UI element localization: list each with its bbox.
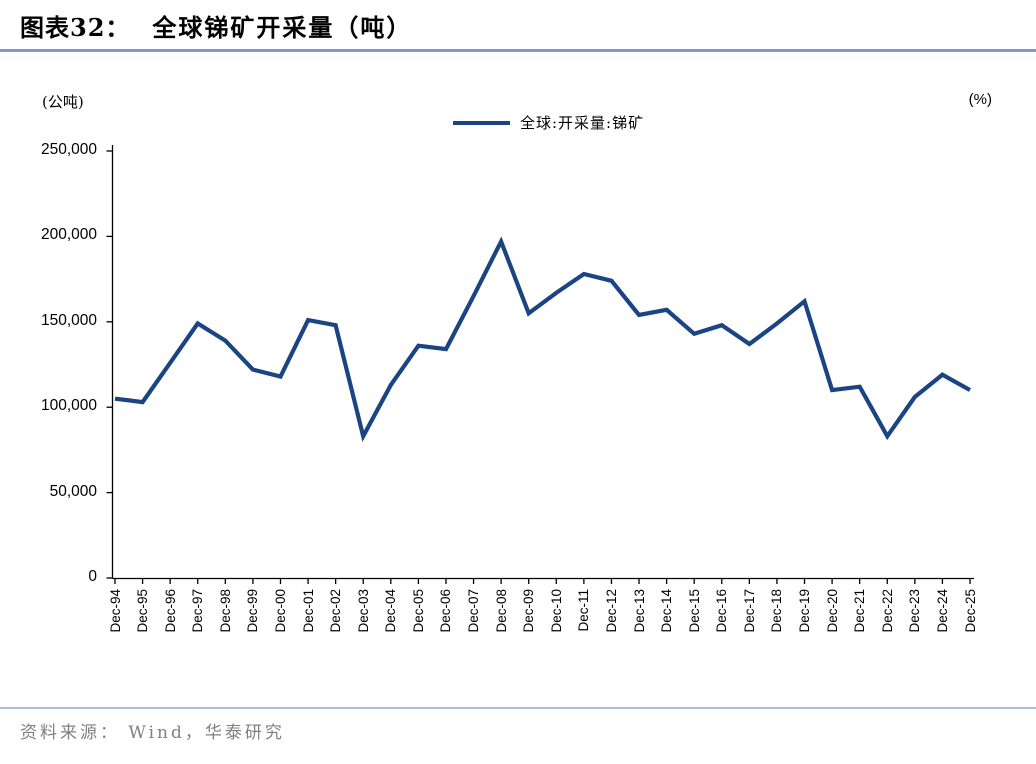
legend-line-swatch bbox=[453, 120, 510, 125]
legend-series-label: 全球:开采量:锑矿 bbox=[520, 114, 645, 132]
x-axis-tick-label: Dec-06 bbox=[438, 589, 454, 633]
x-axis-tick-label: Dec-19 bbox=[797, 589, 813, 633]
x-axis-tick-label: Dec-98 bbox=[217, 589, 233, 633]
x-axis-tick-label: Dec-15 bbox=[686, 589, 702, 633]
x-axis-tick-label: Dec-17 bbox=[741, 589, 757, 633]
x-axis-tick-label: Dec-20 bbox=[824, 589, 840, 633]
x-axis-tick-label: Dec-00 bbox=[272, 589, 288, 633]
x-axis-tick-label: Dec-09 bbox=[521, 589, 537, 633]
right-axis-unit-label: (%) bbox=[968, 91, 992, 108]
y-axis-tick-label: 50,000 bbox=[49, 482, 97, 500]
x-axis-tick-label: Dec-22 bbox=[879, 589, 895, 633]
x-axis-tick-label: Dec-96 bbox=[162, 589, 178, 633]
figure-number: 图表32： bbox=[20, 13, 131, 42]
x-axis-tick-label: Dec-10 bbox=[548, 589, 564, 633]
x-axis-tick-label: Dec-12 bbox=[603, 589, 619, 633]
series-line bbox=[114, 236, 972, 442]
x-axis-tick-label: Dec-04 bbox=[383, 589, 399, 633]
figure-title-text: 全球锑矿开采量（吨） bbox=[152, 13, 413, 42]
x-axis-tick-label: Dec-99 bbox=[245, 589, 261, 633]
x-axis-tick-label: Dec-97 bbox=[190, 589, 206, 633]
x-axis-tick-label: Dec-13 bbox=[631, 589, 647, 633]
footer-divider bbox=[0, 707, 1036, 709]
figure-title: 图表32： 全球锑矿开采量（吨） bbox=[20, 8, 412, 43]
x-axis-tick-label: Dec-02 bbox=[328, 589, 344, 633]
x-axis-tick-label: Dec-24 bbox=[934, 589, 950, 633]
x-axis-tick-label: Dec-14 bbox=[659, 589, 675, 633]
left-axis-unit-label: (公吨) bbox=[42, 93, 84, 111]
source-attribution: 资料来源： Wind，华泰研究 bbox=[20, 723, 285, 743]
x-axis-tick-label: Dec-03 bbox=[355, 589, 371, 633]
y-axis-tick-label: 150,000 bbox=[40, 311, 97, 329]
x-axis-tick-label: Dec-95 bbox=[135, 589, 151, 633]
x-axis-tick-label: Dec-07 bbox=[466, 589, 482, 633]
x-axis-tick-label: Dec-08 bbox=[493, 589, 509, 633]
y-axis-tick-label: 0 bbox=[88, 568, 97, 585]
x-axis-tick-label: Dec-25 bbox=[962, 589, 978, 633]
x-axis-tick-label: Dec-11 bbox=[576, 589, 592, 632]
title-divider bbox=[0, 49, 1036, 52]
y-axis-tick-label: 200,000 bbox=[40, 226, 97, 244]
x-axis-tick-label: Dec-94 bbox=[107, 589, 123, 633]
y-axis-tick-label: 250,000 bbox=[40, 141, 97, 158]
chart-legend: 全球:开采量:锑矿 bbox=[453, 112, 644, 133]
x-axis-tick-label: Dec-05 bbox=[410, 589, 426, 633]
y-axis-tick-label: 100,000 bbox=[40, 397, 97, 415]
x-axis-tick-label: Dec-23 bbox=[907, 589, 923, 633]
x-axis-tick-label: Dec-21 bbox=[852, 589, 868, 633]
x-axis-tick-label: Dec-01 bbox=[300, 589, 316, 633]
x-axis-tick-label: Dec-18 bbox=[769, 589, 785, 633]
x-axis-tick-label: Dec-16 bbox=[714, 589, 730, 633]
